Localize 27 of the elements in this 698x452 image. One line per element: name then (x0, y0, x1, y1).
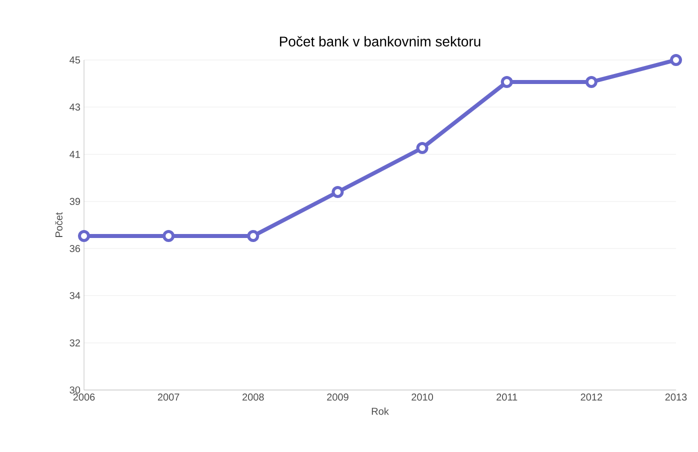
x-tick-label: 2009 (327, 394, 348, 401)
x-axis-title: Rok (372, 407, 389, 415)
chart-title: Počet bank v bankovnim sektoru (280, 36, 480, 46)
y-tick-label: 34 (70, 292, 80, 300)
y-tick-label: 43 (70, 104, 80, 111)
x-tick-label: 2008 (242, 394, 264, 401)
x-tick-label: 2012 (580, 394, 602, 401)
y-tick-label: 45 (70, 56, 80, 64)
point (670, 54, 682, 66)
y-tick-label: 32 (70, 339, 80, 346)
y-tick-label: 39 (70, 198, 80, 205)
point (78, 230, 90, 242)
y-axis-title: Počet (55, 212, 62, 237)
x-tick-label: 2010 (412, 394, 434, 401)
y-tick-label: 41 (70, 150, 80, 158)
point (162, 230, 175, 242)
y-tick-label: 30 (70, 386, 80, 394)
x-tick-label: 2007 (158, 394, 180, 401)
point (247, 230, 260, 242)
point (500, 76, 513, 88)
x-tick-label: 2013 (665, 394, 687, 401)
point (416, 142, 428, 154)
point (585, 76, 598, 88)
x-tick-label: 2011 (496, 394, 518, 401)
x-tick-label: 2006 (73, 394, 95, 401)
point (332, 186, 344, 198)
y-tick-label: 36 (70, 245, 80, 252)
